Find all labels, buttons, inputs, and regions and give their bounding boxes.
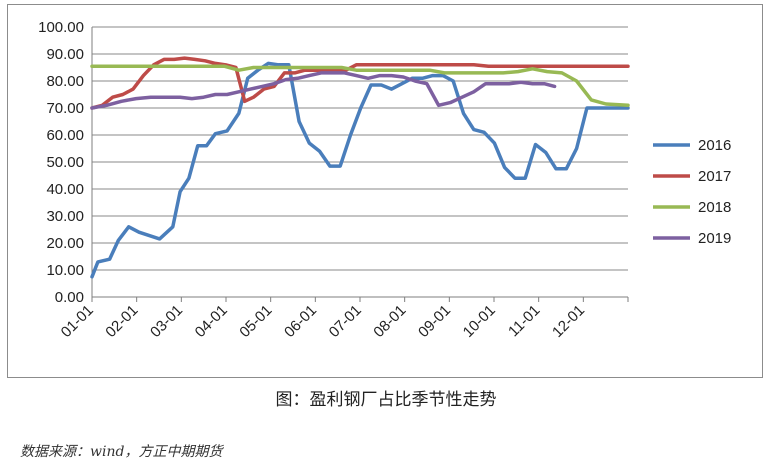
data-source-note: 数据来源：wind，方正中期期货 [20,444,223,460]
line-chart: 0.00 10.00 20.00 30.00 40.00 50.00 60.00 70.00 8… [38,19,731,341]
x-tick-label: 01-01 [58,302,97,341]
x-tick-label: 10-01 [460,302,499,341]
y-tick-label: 50.00 [46,154,84,171]
y-tick-label: 30.00 [46,208,84,225]
legend: 2016 2017 2018 2019 [653,137,731,247]
y-tick-labels: 0.00 10.00 20.00 30.00 40.00 50.00 60.00 70.00 8… [38,19,84,306]
y-tick-label: 40.00 [46,181,84,198]
x-tick-label: 03-01 [147,302,186,341]
x-tick-label: 06-01 [281,302,320,341]
series-line-2016 [90,61,630,279]
figure-caption: 图：盈利钢厂占比季节性走势 [275,390,497,410]
chart-frame: 0.00 10.00 20.00 30.00 40.00 50.00 60.00 70.00 8… [7,4,763,378]
x-tick-label: 07-01 [326,302,365,341]
x-tick-label: 11-01 [505,302,543,340]
legend-label: 2017 [698,168,731,185]
legend-label: 2019 [698,230,731,247]
y-tick-label: 80.00 [46,73,84,90]
y-tick-label: 100.00 [38,19,84,36]
y-tick-label: 0.00 [55,289,84,306]
x-tick-label: 08-01 [370,302,409,341]
axes [91,27,629,302]
y-tick-label: 60.00 [46,127,84,144]
legend-label: 2018 [698,199,731,216]
x-tick-label: 04-01 [192,302,231,341]
x-tick-label: 02-01 [102,302,141,341]
legend-label: 2016 [698,137,731,154]
series-lines [90,56,630,279]
x-tick-label: 12-01 [549,302,588,341]
y-tick-label: 70.00 [46,100,84,117]
y-tick-label: 10.00 [46,262,84,279]
x-tick-label: 09-01 [415,302,454,341]
y-tick-label: 90.00 [46,46,84,63]
x-tick-label: 05-01 [236,302,275,341]
y-tick-label: 20.00 [46,235,84,252]
series-line-2019 [90,71,557,110]
series-line-2018 [90,64,630,108]
series-line-2017 [90,56,630,110]
x-tick-labels: 01-01 02-01 03-01 04-01 05-01 06-01 07-01 08-01… [58,302,588,341]
